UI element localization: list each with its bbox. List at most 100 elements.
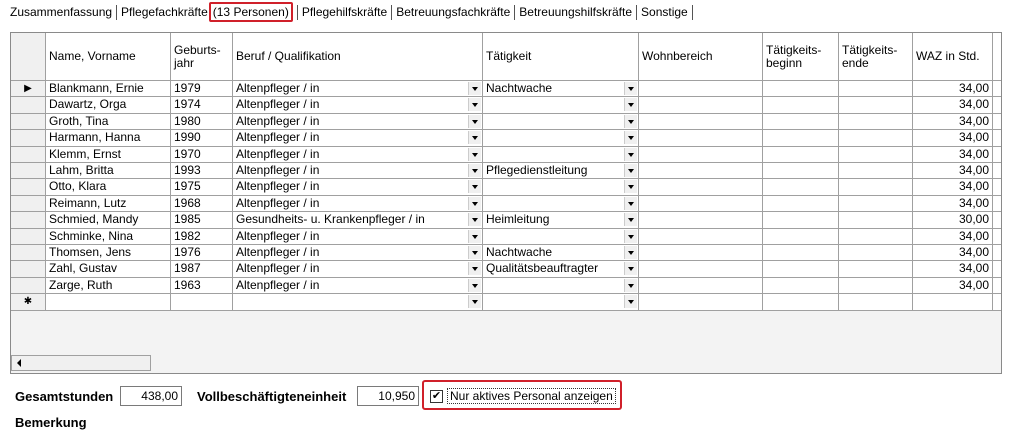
checkbox[interactable]: ✔	[430, 390, 443, 403]
cell[interactable]: 34,00	[913, 163, 993, 180]
cell[interactable]	[763, 163, 839, 180]
cell[interactable]	[763, 130, 839, 147]
dropdown-button[interactable]	[624, 180, 637, 194]
row-indicator[interactable]	[11, 130, 46, 147]
cell[interactable]: Reimann, Lutz	[46, 195, 171, 213]
cell[interactable]: 34,00	[913, 195, 993, 213]
cell[interactable]	[763, 81, 839, 98]
tab[interactable]: Betreuungsfachkräfte	[392, 5, 516, 20]
cell[interactable]	[839, 277, 913, 295]
cell[interactable]	[639, 294, 763, 311]
cell[interactable]	[483, 294, 639, 311]
cell[interactable]	[839, 113, 913, 131]
dropdown-button[interactable]	[624, 213, 637, 227]
cell[interactable]	[763, 212, 839, 229]
row-indicator[interactable]	[11, 179, 46, 196]
cell[interactable]	[839, 163, 913, 180]
cell[interactable]	[839, 146, 913, 163]
cell[interactable]: Altenpfleger / in	[233, 277, 483, 295]
dropdown-button[interactable]	[468, 196, 481, 210]
cell[interactable]: 1982	[171, 228, 233, 245]
cell[interactable]	[763, 261, 839, 278]
cell[interactable]: 34,00	[913, 81, 993, 98]
dropdown-button[interactable]	[468, 262, 481, 276]
cell[interactable]	[763, 146, 839, 163]
cell[interactable]	[46, 294, 171, 311]
row-indicator[interactable]: ✱	[11, 294, 46, 311]
column-header[interactable]: Name, Vorname	[46, 33, 171, 81]
column-header[interactable]: Wohnbereich	[639, 33, 763, 81]
cell[interactable]	[839, 195, 913, 213]
cell[interactable]	[763, 228, 839, 245]
cell[interactable]: Altenpfleger / in	[233, 179, 483, 196]
cell[interactable]	[839, 294, 913, 311]
cell[interactable]: Harmann, Hanna	[46, 130, 171, 147]
cell[interactable]: Altenpfleger / in	[233, 195, 483, 213]
cell[interactable]: Zahl, Gustav	[46, 261, 171, 278]
cell[interactable]: 34,00	[913, 277, 993, 295]
dropdown-button[interactable]	[624, 147, 637, 161]
cell[interactable]	[483, 146, 639, 163]
tab[interactable]: Pflegehilfskräfte	[298, 5, 393, 20]
cell[interactable]: 34,00	[913, 228, 993, 245]
cell[interactable]: 1979	[171, 81, 233, 98]
dropdown-button[interactable]	[624, 98, 637, 112]
cell[interactable]	[763, 195, 839, 213]
row-indicator[interactable]	[11, 245, 46, 262]
cell[interactable]: 1975	[171, 179, 233, 196]
cell[interactable]	[763, 245, 839, 262]
cell[interactable]: Altenpfleger / in	[233, 245, 483, 262]
cell[interactable]	[483, 179, 639, 196]
row-indicator[interactable]	[11, 146, 46, 163]
row-indicator[interactable]	[11, 113, 46, 131]
cell[interactable]	[763, 277, 839, 295]
cell[interactable]	[639, 130, 763, 147]
tab[interactable]: Sonstige	[637, 5, 693, 20]
cell[interactable]	[839, 81, 913, 98]
dropdown-button[interactable]	[468, 295, 481, 309]
cell[interactable]	[483, 113, 639, 131]
cell[interactable]	[839, 179, 913, 196]
cell[interactable]: 1990	[171, 130, 233, 147]
cell[interactable]	[483, 97, 639, 114]
cell[interactable]	[839, 228, 913, 245]
row-indicator[interactable]	[11, 228, 46, 245]
row-indicator[interactable]	[11, 277, 46, 295]
row-indicator[interactable]	[11, 212, 46, 229]
cell[interactable]	[639, 163, 763, 180]
cell[interactable]	[483, 277, 639, 295]
cell[interactable]: Qualitätsbeauftragter	[483, 261, 639, 278]
cell[interactable]: Thomsen, Jens	[46, 245, 171, 262]
cell[interactable]: 34,00	[913, 146, 993, 163]
dropdown-button[interactable]	[624, 114, 637, 128]
dropdown-button[interactable]	[624, 295, 637, 309]
cell[interactable]	[839, 212, 913, 229]
dropdown-button[interactable]	[468, 229, 481, 243]
cell[interactable]	[639, 146, 763, 163]
dropdown-button[interactable]	[468, 213, 481, 227]
cell[interactable]: Altenpfleger / in	[233, 81, 483, 98]
cell[interactable]	[639, 81, 763, 98]
cell[interactable]: 1976	[171, 245, 233, 262]
cell[interactable]: Lahm, Britta	[46, 163, 171, 180]
column-header[interactable]: Tätigkeits- beginn	[763, 33, 839, 81]
cell[interactable]: Schminke, Nina	[46, 228, 171, 245]
column-header[interactable]: Geburts- jahr	[171, 33, 233, 81]
dropdown-button[interactable]	[624, 131, 637, 145]
cell[interactable]	[483, 228, 639, 245]
cell[interactable]: 1993	[171, 163, 233, 180]
dropdown-button[interactable]	[468, 131, 481, 145]
cell[interactable]	[171, 294, 233, 311]
cell[interactable]	[483, 130, 639, 147]
cell[interactable]: Altenpfleger / in	[233, 146, 483, 163]
column-header[interactable]: Beruf / Qualifikation	[233, 33, 483, 81]
cell[interactable]	[639, 113, 763, 131]
cell[interactable]: Altenpfleger / in	[233, 113, 483, 131]
row-indicator[interactable]	[11, 97, 46, 114]
dropdown-button[interactable]	[468, 246, 481, 259]
cell[interactable]: 34,00	[913, 130, 993, 147]
dropdown-button[interactable]	[624, 246, 637, 259]
cell[interactable]: Klemm, Ernst	[46, 146, 171, 163]
cell[interactable]: 1970	[171, 146, 233, 163]
cell[interactable]	[763, 179, 839, 196]
